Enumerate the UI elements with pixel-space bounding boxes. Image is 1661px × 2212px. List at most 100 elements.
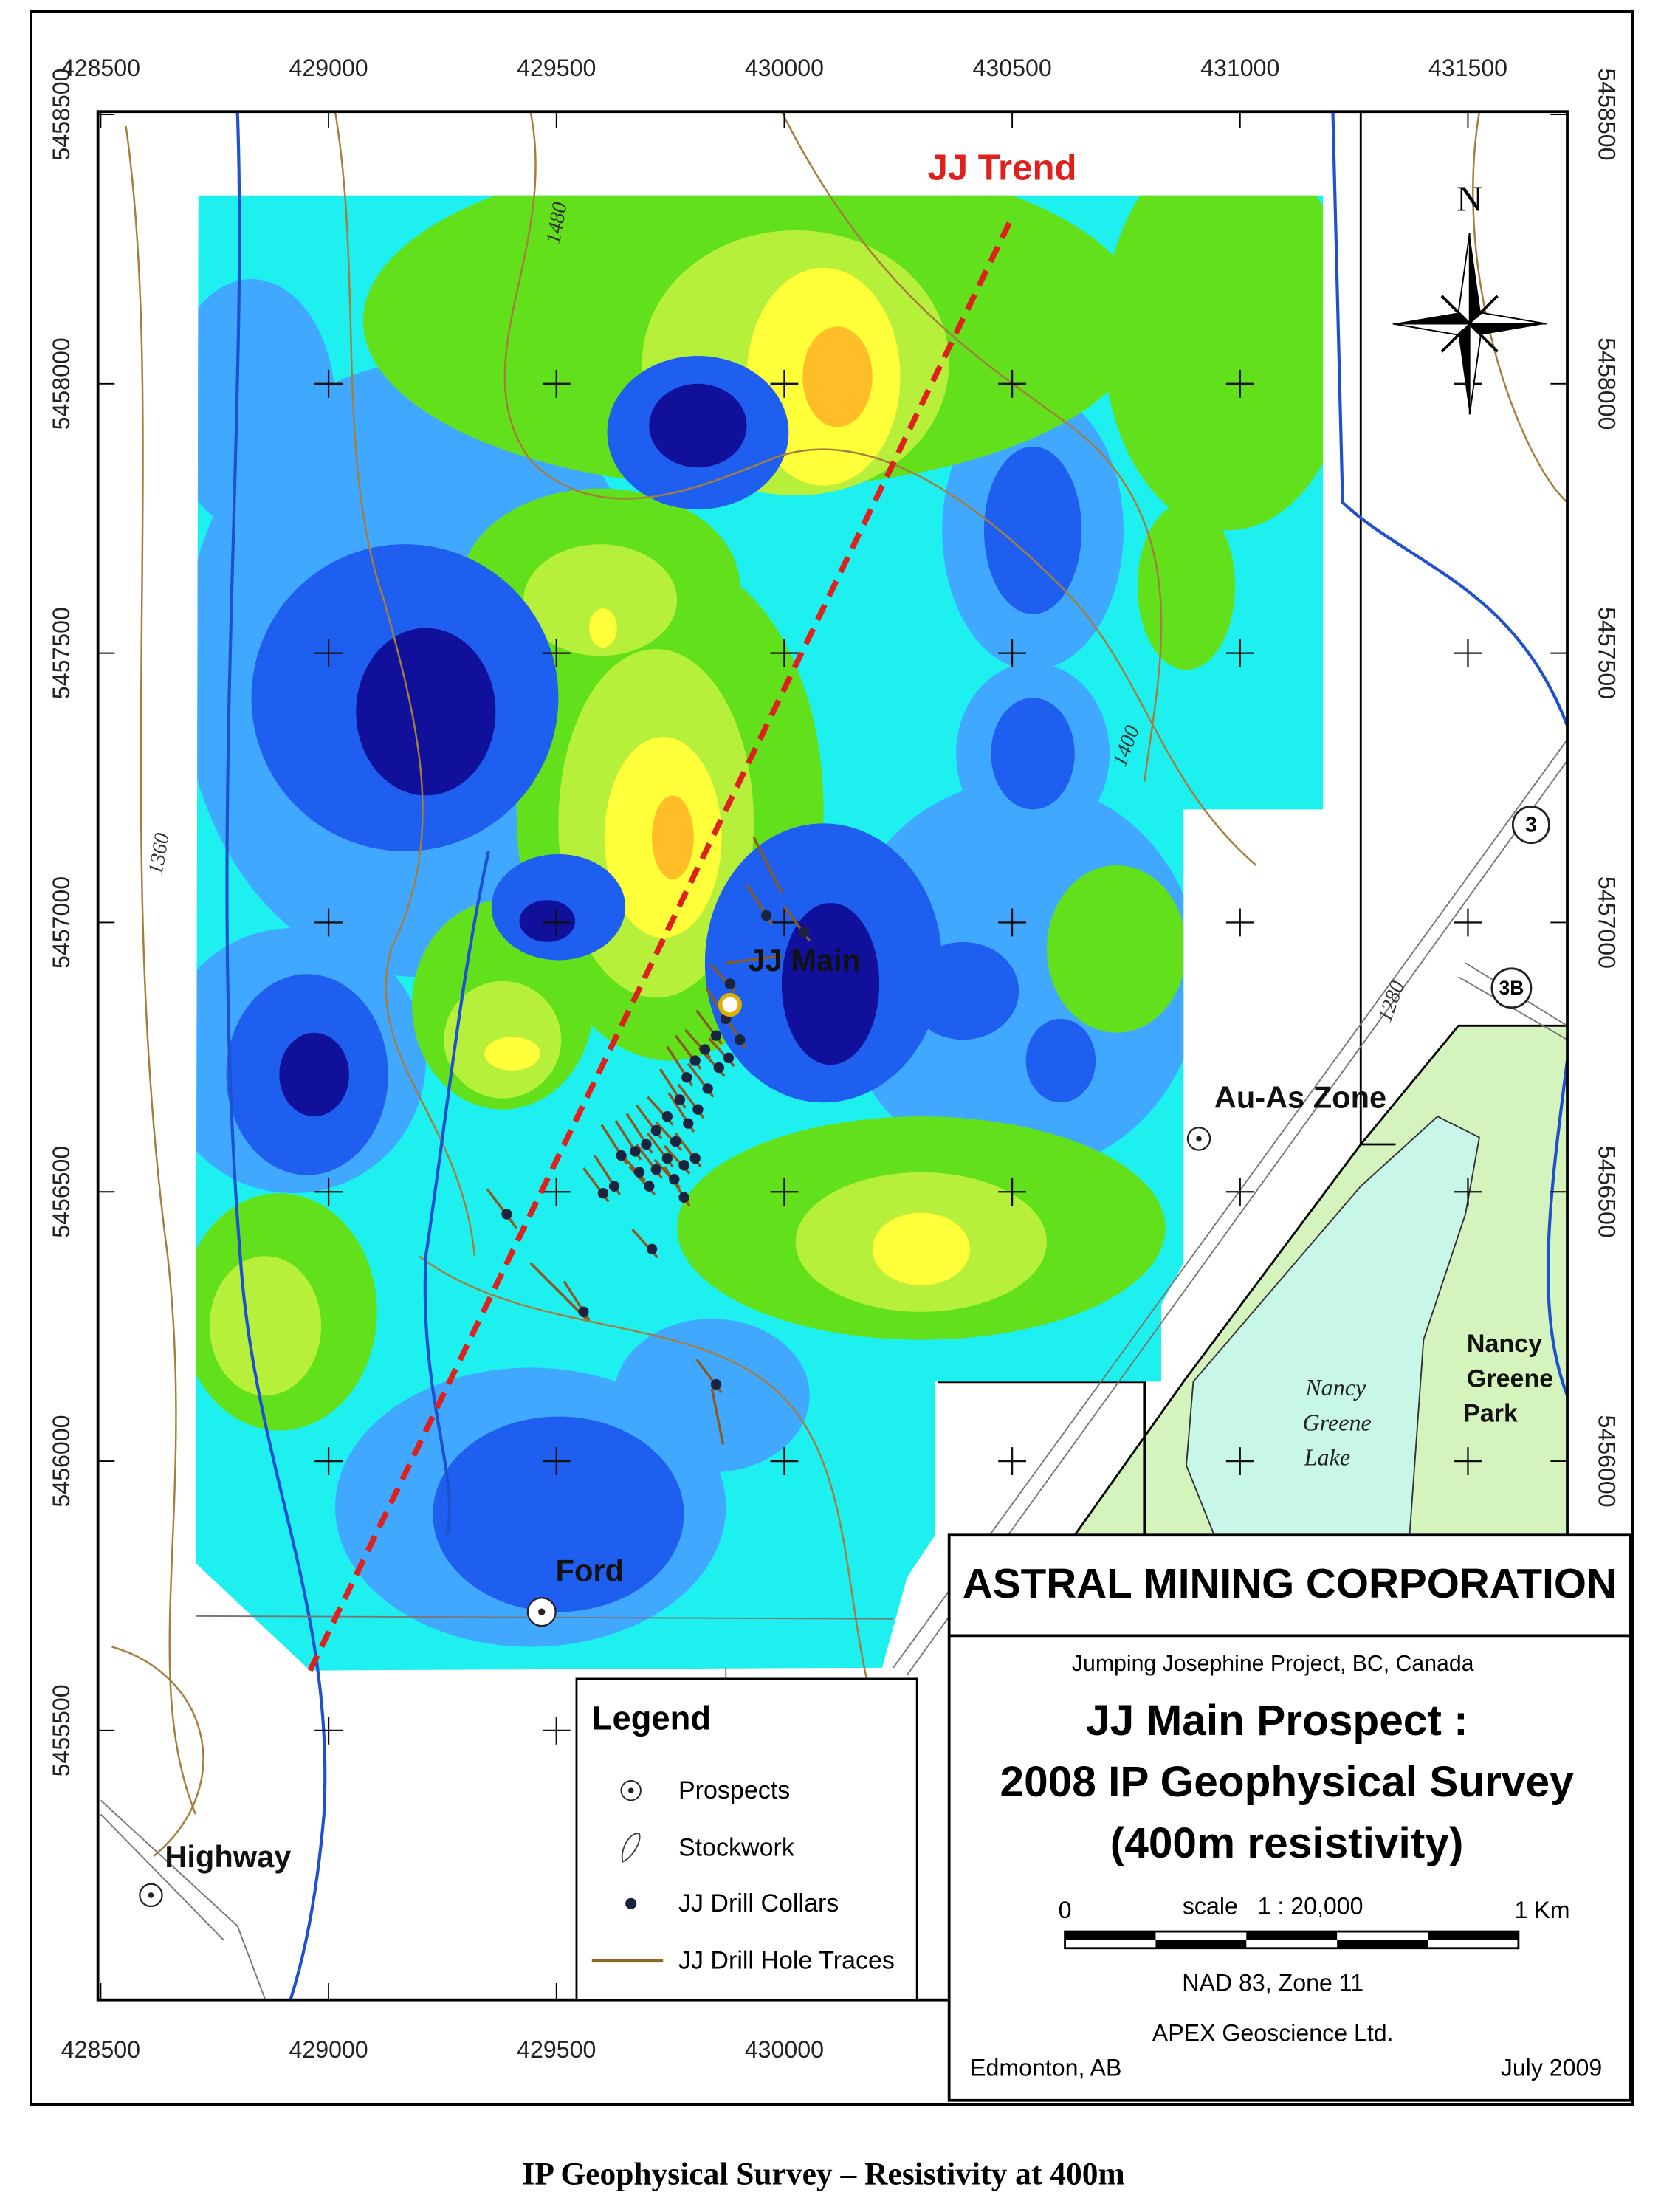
road-shield-label: 3 — [1525, 813, 1537, 837]
northing-label: 5456000 — [1594, 1415, 1620, 1508]
author: APEX Geoscience Ltd. — [1152, 2019, 1394, 2046]
place-label: Au-As Zone — [1214, 1079, 1386, 1114]
drill-collar — [597, 1187, 609, 1199]
trend-label: JJ Trend — [927, 148, 1076, 188]
drill-collar — [678, 1160, 689, 1171]
park-label: Nancy — [1467, 1330, 1542, 1358]
legend-item: Stockwork — [678, 1834, 795, 1862]
place-label: Highway — [165, 1839, 291, 1874]
project: Jumping Josephine Project, BC, Canada — [1072, 1652, 1474, 1676]
grid-cross — [998, 369, 1027, 398]
drill-collar — [646, 1243, 658, 1254]
drill-collar — [644, 1181, 655, 1192]
grid-cross — [542, 369, 571, 398]
road-shield — [1511, 806, 1550, 845]
place-label: Ford — [556, 1553, 624, 1587]
prospect-marker — [718, 992, 742, 1017]
grid-cross — [542, 639, 571, 667]
place: Edmonton, AB — [970, 2055, 1121, 2081]
lake-label: Lake — [1304, 1444, 1350, 1471]
drill-collar — [616, 1150, 627, 1161]
grid-cross — [770, 369, 799, 398]
drill-collar — [501, 1209, 512, 1220]
grid-cross — [542, 1178, 571, 1206]
legend-item: JJ Drill Collars — [678, 1889, 839, 1917]
title-block — [947, 1533, 1631, 2102]
easting-label: 430500 — [973, 55, 1052, 81]
prospect-dot — [537, 1608, 546, 1615]
grid-cross — [1225, 639, 1254, 667]
legend-symbol — [627, 1787, 634, 1793]
legend-symbol — [621, 1833, 641, 1863]
park-label: Greene — [1467, 1364, 1553, 1392]
roads — [100, 739, 1568, 2001]
easting-label: 430000 — [745, 55, 824, 81]
easting-label: 428500 — [61, 2036, 140, 2063]
road-shield-label: 3B — [1499, 977, 1524, 999]
grid-cross — [1454, 639, 1482, 667]
drill-trace — [752, 837, 783, 894]
grid-cross — [314, 639, 343, 667]
grid-cross — [998, 908, 1027, 937]
legend-symbol — [625, 1897, 637, 1909]
rivers — [225, 111, 1569, 2001]
northing-label: 5458000 — [1594, 337, 1620, 430]
drill-collar — [674, 1094, 686, 1105]
grid-cross — [998, 1178, 1027, 1206]
drill-collar — [650, 1164, 661, 1175]
grid-cross — [1225, 908, 1254, 937]
grid-cross — [1225, 1447, 1254, 1475]
caption: IP Geophysical Survey – Resistivity at 4… — [522, 2157, 1124, 2192]
scale-bar — [1064, 1930, 1520, 1950]
prospect-dot — [1196, 1136, 1202, 1142]
grid-cross — [314, 369, 343, 398]
scale-start: 0 — [1059, 1897, 1072, 1923]
grid-cross — [314, 1716, 343, 1745]
easting-label: 430000 — [745, 2036, 824, 2063]
grid-cross — [1454, 908, 1482, 937]
drill-collar — [578, 1306, 589, 1317]
northing-label: 5455500 — [48, 1684, 75, 1776]
map-title: (400m resistivity) — [1110, 1819, 1464, 1867]
easting-label: 431000 — [1200, 55, 1279, 81]
drill-holes — [486, 837, 811, 1445]
datum: NAD 83, Zone 11 — [1182, 1969, 1363, 1996]
map-title: 2008 IP Geophysical Survey — [1000, 1758, 1575, 1806]
drill-collar — [683, 1118, 694, 1129]
easting-label: 429500 — [517, 55, 596, 81]
easting-label: 431500 — [1428, 55, 1507, 81]
drill-collar — [798, 927, 810, 938]
drill-collar — [608, 1181, 620, 1192]
drill-collar — [734, 1034, 746, 1045]
drill-collar — [710, 1030, 722, 1041]
drill-collar — [689, 1153, 701, 1164]
drill-collar — [678, 1192, 689, 1203]
north-arrow — [1392, 233, 1547, 415]
grid-cross — [1454, 1447, 1482, 1475]
drill-collar — [633, 1167, 645, 1178]
grid-cross — [770, 1447, 799, 1475]
trend-line — [307, 219, 1014, 1672]
easting-label: 429000 — [289, 55, 368, 81]
easting-label: 428500 — [61, 55, 140, 81]
drill-collar — [669, 1174, 680, 1185]
company: ASTRAL MINING CORPORATION — [963, 1561, 1617, 1607]
drill-trace — [710, 1388, 725, 1445]
drill-collar — [710, 1378, 722, 1390]
boundary — [1359, 111, 1396, 1146]
drill-collar — [760, 910, 772, 921]
north-label: N — [1457, 178, 1482, 219]
grid-cross — [542, 1716, 571, 1745]
scale-label: scale 1 : 20,000 — [1183, 1892, 1363, 1919]
drill-trace — [726, 955, 783, 964]
grid-cross — [1225, 369, 1254, 398]
prospect-dot — [148, 1892, 154, 1898]
northing-label: 5456500 — [1594, 1146, 1620, 1238]
drill-collar — [630, 1146, 641, 1157]
road-shield — [1490, 967, 1533, 1009]
drill-collar — [702, 1083, 713, 1094]
northing-label: 5458500 — [48, 68, 75, 160]
easting-label: 429000 — [289, 2036, 368, 2063]
lake — [1186, 1116, 1481, 1536]
